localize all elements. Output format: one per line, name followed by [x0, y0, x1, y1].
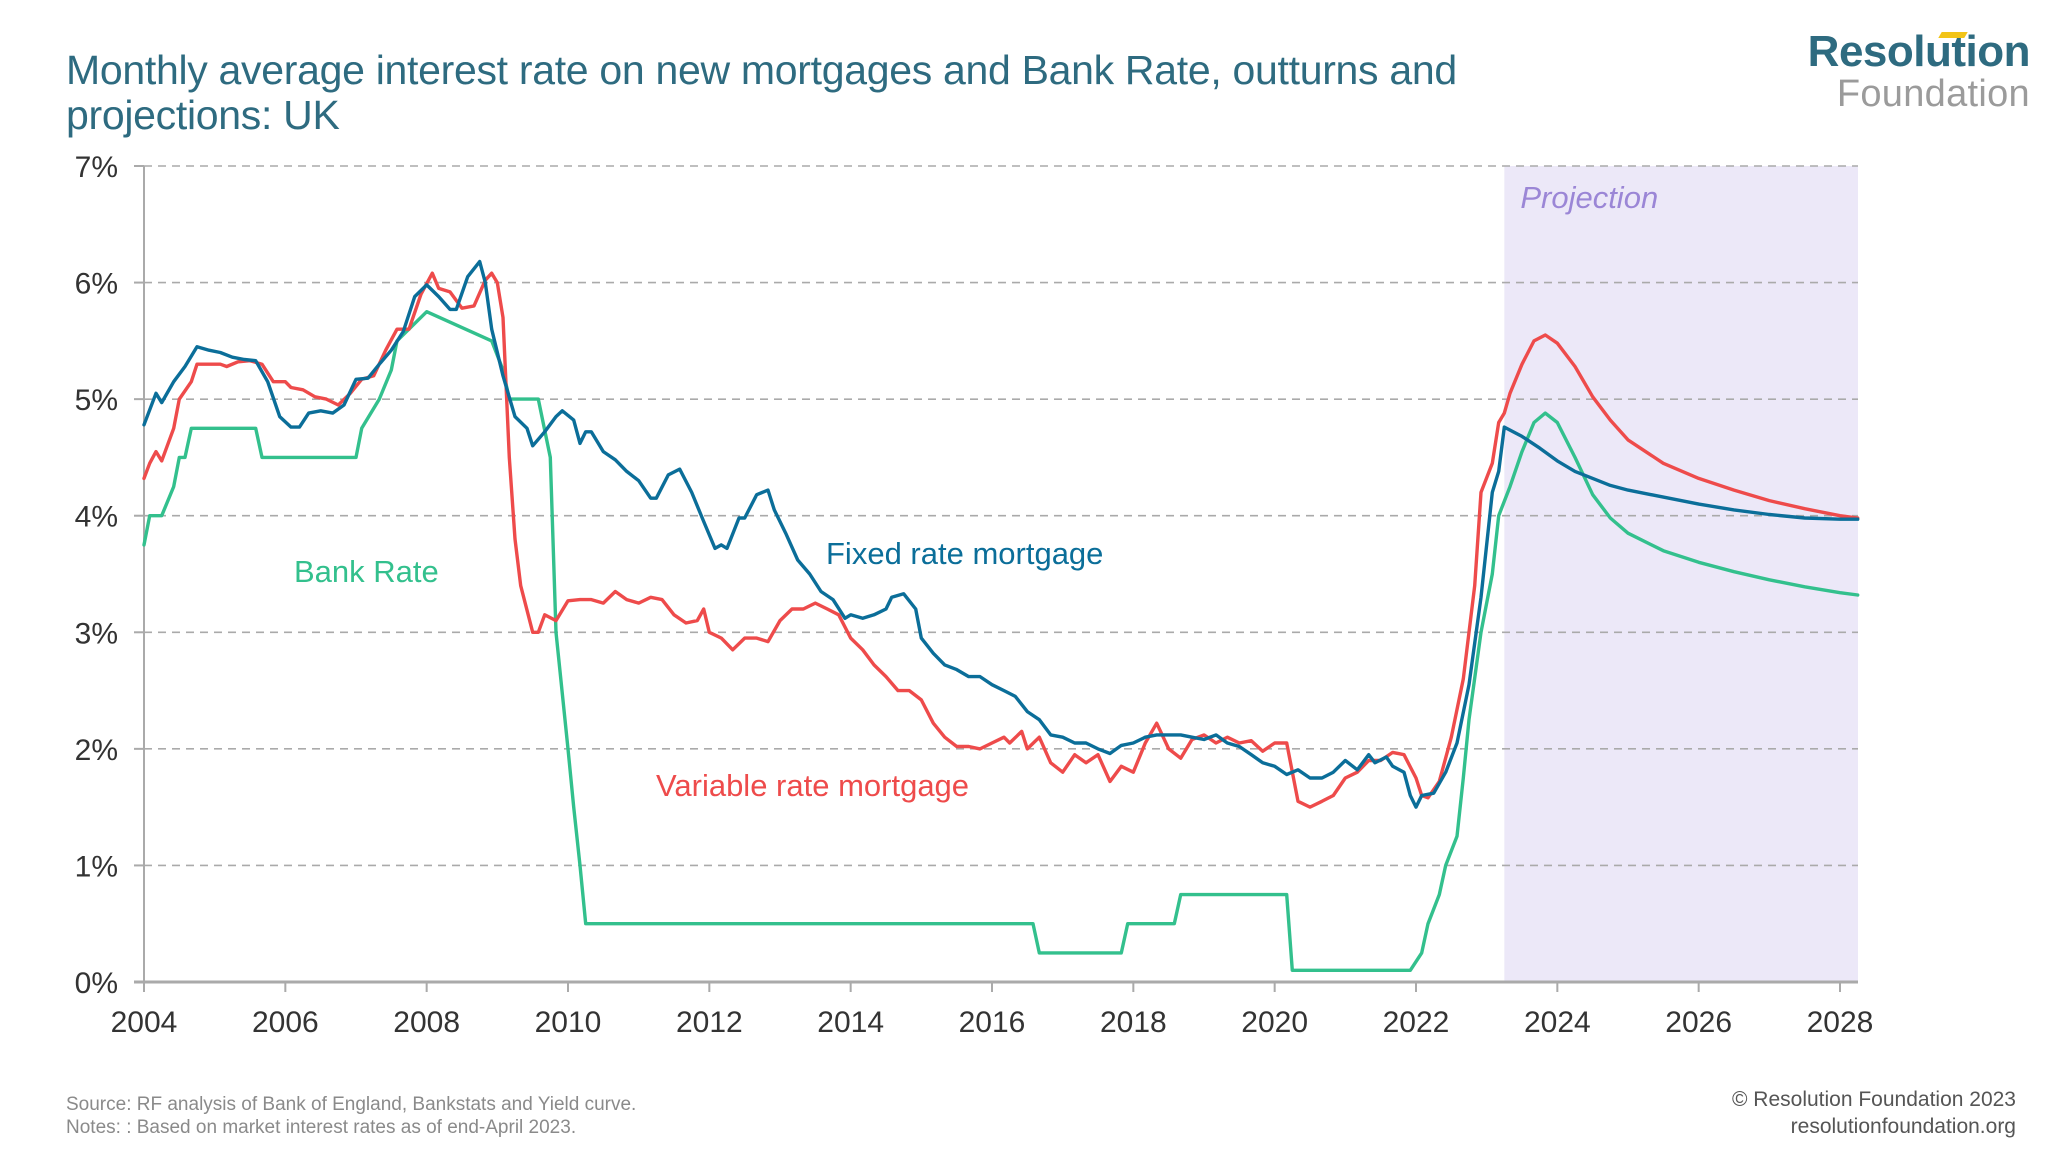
series-line-variable — [142, 271, 1860, 809]
series-label-variable-rate: Variable rate mortgage — [656, 768, 969, 803]
series-line-fixed — [142, 259, 1860, 809]
y-tick-label: 4% — [75, 501, 118, 534]
x-tick-label: 2026 — [1665, 1006, 1732, 1039]
y-tick-label: 5% — [75, 384, 118, 417]
x-tick-label: 2008 — [393, 1006, 460, 1039]
x-tick-label: 2014 — [817, 1006, 884, 1039]
projection-label: Projection — [1520, 180, 1658, 215]
x-tick-label: 2018 — [1100, 1006, 1167, 1039]
projection-band — [1504, 166, 1858, 982]
resolution-foundation-logo: Resolution Foundation — [1807, 27, 2031, 115]
y-tick-label: 6% — [75, 268, 118, 301]
footer-credits: © Resolution Foundation 2023 resolutionf… — [1732, 1086, 2016, 1140]
logo-wordmark-main: Resolution — [1807, 27, 2031, 76]
copyright-text: © Resolution Foundation 2023 — [1731, 1088, 2016, 1111]
series-lines — [142, 259, 1860, 972]
x-tick-label: 2024 — [1524, 1006, 1591, 1039]
chart-title: Monthly average interest rate on new mor… — [66, 47, 1457, 138]
logo-wordmark-sub: Foundation — [1836, 73, 2030, 115]
x-tick-label: 2020 — [1241, 1006, 1308, 1039]
series-label-fixed-rate: Fixed rate mortgage — [826, 536, 1103, 571]
y-tick-label: 7% — [75, 151, 118, 184]
logo-main-text: Resolution — [1807, 27, 2031, 76]
website-text: resolutionfoundation.org — [1790, 1115, 2016, 1138]
x-tick-label: 2004 — [111, 1006, 178, 1039]
x-tick-label: 2010 — [535, 1006, 602, 1039]
grid-lines: 0% 1% 2% 3% 4% 5% 6% 7% — [75, 151, 1858, 1000]
axes: 2004 2006 2008 2010 2012 2014 2016 2018 2020 2022… — [111, 166, 1874, 1039]
x-tick-label: 2016 — [959, 1006, 1026, 1039]
y-tick-label: 3% — [75, 617, 118, 650]
x-tick-label: 2006 — [252, 1006, 319, 1039]
x-tick-label: 2028 — [1807, 1006, 1874, 1039]
y-tick-label: 2% — [75, 734, 118, 767]
notes-note: Notes: : Based on market interest rates … — [66, 1117, 577, 1138]
series-label-bank-rate: Bank Rate — [294, 554, 439, 589]
series-line-bank — [142, 310, 1860, 972]
x-tick-label: 2012 — [676, 1006, 743, 1039]
y-tick-label: 1% — [75, 850, 118, 883]
footer-notes: Source: RF analysis of Bank of England, … — [66, 1093, 636, 1139]
y-tick-label: 0% — [75, 967, 118, 1000]
x-tick-label: 2022 — [1383, 1006, 1450, 1039]
source-note: Source: RF analysis of Bank of England, … — [66, 1094, 637, 1115]
